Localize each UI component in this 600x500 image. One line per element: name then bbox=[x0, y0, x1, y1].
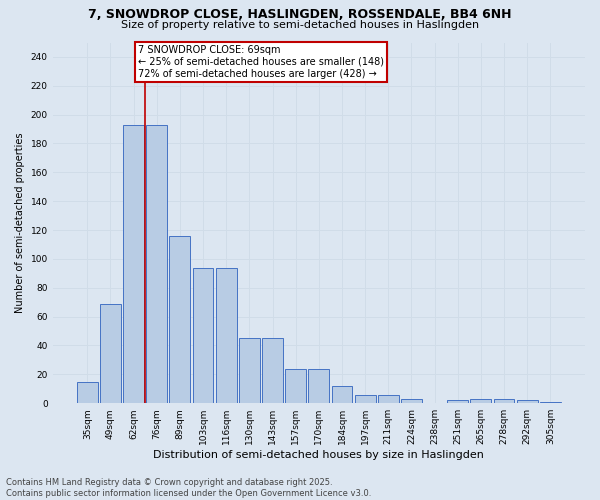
Text: 7, SNOWDROP CLOSE, HASLINGDEN, ROSSENDALE, BB4 6NH: 7, SNOWDROP CLOSE, HASLINGDEN, ROSSENDAL… bbox=[88, 8, 512, 20]
Bar bbox=[494, 399, 514, 403]
Bar bbox=[448, 400, 468, 403]
Bar bbox=[332, 386, 352, 403]
Text: 7 SNOWDROP CLOSE: 69sqm
← 25% of semi-detached houses are smaller (148)
72% of s: 7 SNOWDROP CLOSE: 69sqm ← 25% of semi-de… bbox=[138, 46, 384, 78]
Text: Size of property relative to semi-detached houses in Haslingden: Size of property relative to semi-detach… bbox=[121, 20, 479, 30]
Bar bbox=[169, 236, 190, 403]
Bar bbox=[401, 399, 422, 403]
Bar bbox=[193, 268, 214, 403]
Bar bbox=[470, 399, 491, 403]
Y-axis label: Number of semi-detached properties: Number of semi-detached properties bbox=[15, 132, 25, 313]
Text: Contains HM Land Registry data © Crown copyright and database right 2025.
Contai: Contains HM Land Registry data © Crown c… bbox=[6, 478, 371, 498]
Bar bbox=[239, 338, 260, 403]
Bar bbox=[216, 268, 236, 403]
Bar bbox=[355, 394, 376, 403]
X-axis label: Distribution of semi-detached houses by size in Haslingden: Distribution of semi-detached houses by … bbox=[154, 450, 484, 460]
Bar bbox=[308, 368, 329, 403]
Bar bbox=[100, 304, 121, 403]
Bar bbox=[146, 124, 167, 403]
Bar bbox=[540, 402, 561, 403]
Bar bbox=[262, 338, 283, 403]
Bar bbox=[123, 124, 144, 403]
Bar bbox=[285, 368, 306, 403]
Bar bbox=[378, 394, 399, 403]
Bar bbox=[517, 400, 538, 403]
Bar bbox=[77, 382, 98, 403]
